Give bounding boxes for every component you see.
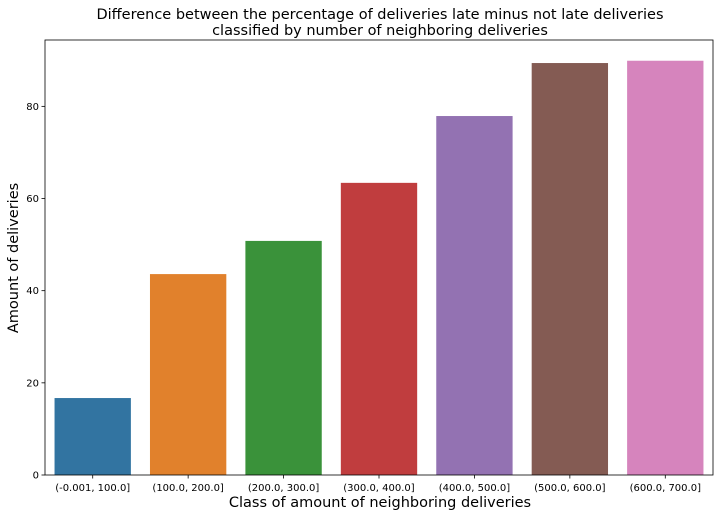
x-tick-label: (200.0, 300.0] [248,483,320,494]
y-axis-label: Amount of deliveries [6,183,22,333]
bar-0 [54,398,131,475]
y-tick-label: 0 [33,471,39,482]
bars-layer [54,60,704,475]
y-axis-ticks: 0 20 40 60 80 [26,102,45,482]
x-tick-label: (100.0, 200.0] [152,483,224,494]
x-tick-label: (500.0, 600.0] [534,483,606,494]
bar-1 [149,274,227,475]
x-tick-label: (600.0, 700.0] [630,483,702,494]
axes-frame [44,39,714,476]
x-tick-label: (400.0, 500.0] [439,483,511,494]
chart-title-line-2: classified by number of neighboring deli… [212,23,548,39]
bar-4 [436,116,513,475]
bar-6 [627,60,704,475]
x-axis-ticks: (-0.001, 100.0] (100.0, 200.0] (200.0, 300… [55,475,701,494]
x-tick-label: (300.0, 400.0] [343,483,415,494]
bar-5 [531,63,609,475]
y-tick-label: 80 [26,102,39,113]
y-tick-label: 60 [26,194,39,205]
chart-title-line-1: Difference between the percentage of del… [96,7,663,23]
y-tick-label: 20 [26,378,39,389]
x-axis-label: Class of amount of neighboring deliverie… [229,495,531,511]
x-tick-label: (-0.001, 100.0] [55,483,130,494]
bar-2 [245,240,322,475]
bar-3 [340,182,418,475]
y-tick-label: 40 [26,286,39,297]
